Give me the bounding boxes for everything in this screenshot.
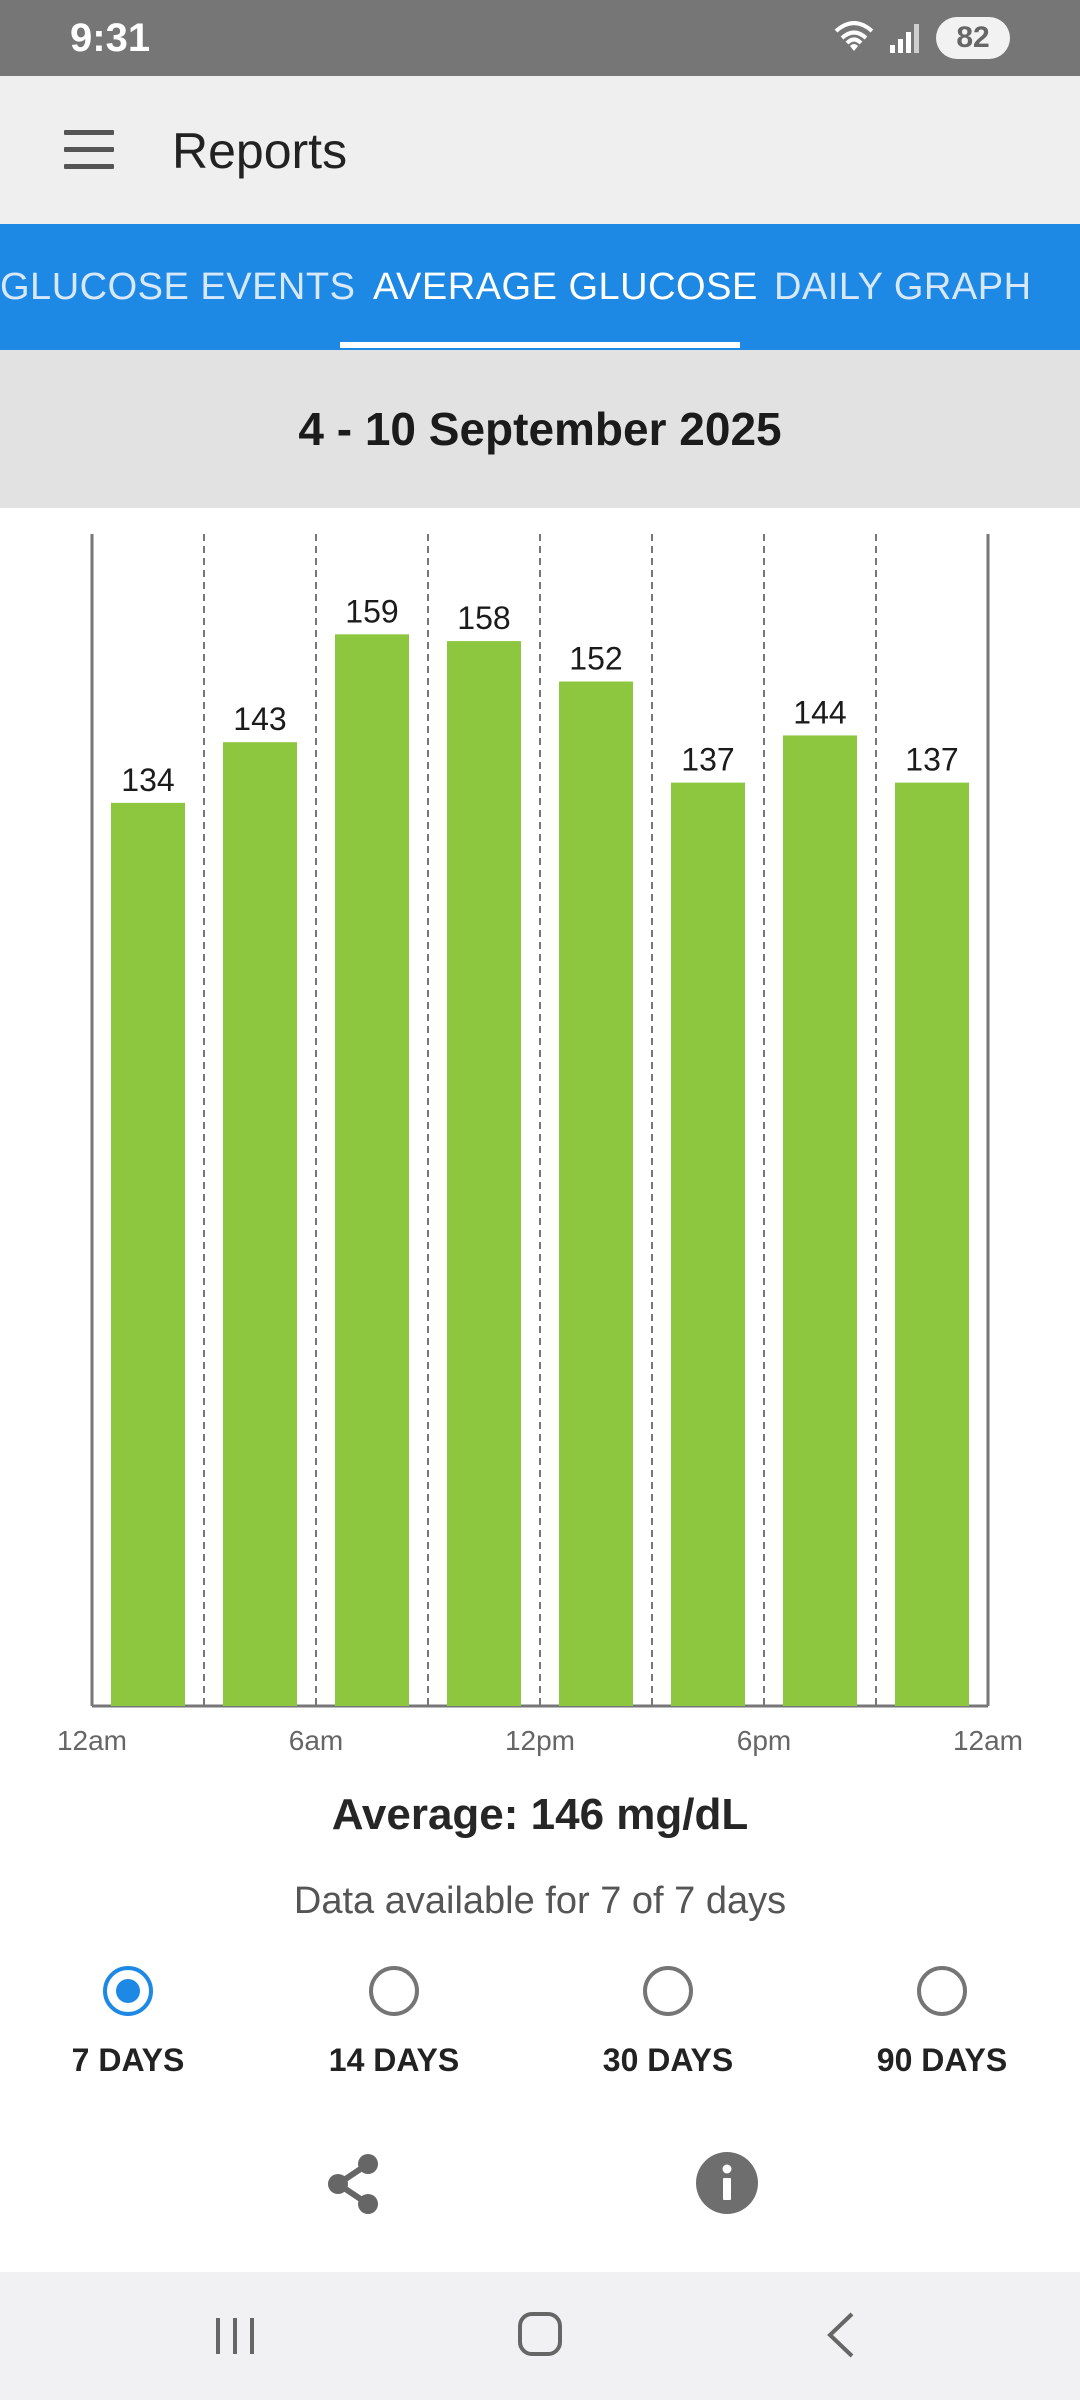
data-availability: Data available for 7 of 7 days (293, 1880, 787, 1922)
home-icon[interactable] (516, 2310, 564, 2358)
chart-bar-label: 134 (121, 762, 174, 798)
range-label-7-days: 7 DAYS (71, 2042, 185, 2078)
average-value: Average: 146 mg/dL (331, 1790, 749, 1839)
tab-daily-graph[interactable]: DAILY GRAPH (774, 266, 1032, 308)
share-icon[interactable] (322, 2152, 386, 2216)
status-bar: 9:31 82 (0, 0, 1080, 76)
menu-icon[interactable] (64, 130, 114, 170)
chart-bar-label: 143 (233, 701, 286, 737)
range-label-30-days: 30 DAYS (602, 2042, 734, 2078)
range-label-90-days: 90 DAYS (876, 2042, 1008, 2078)
status-time: 9:31 (70, 16, 151, 60)
range-option-14-days[interactable]: 14 DAYS (294, 1966, 494, 2079)
chart-bar (335, 634, 409, 1706)
range-label-14-days: 14 DAYS (328, 2042, 460, 2078)
range-option-30-days[interactable]: 30 DAYS (568, 1966, 768, 2079)
status-icons: 82 (834, 14, 1010, 62)
range-option-7-days[interactable]: 7 DAYS (28, 1966, 228, 2079)
chart-bar-label: 137 (681, 742, 734, 778)
radio-30-days[interactable] (643, 1966, 693, 2016)
tab-average-glucose[interactable]: AVERAGE GLUCOSE (373, 266, 758, 308)
recent-apps-icon[interactable] (210, 2312, 260, 2360)
system-nav-bar (0, 2272, 1080, 2400)
radio-7-days[interactable] (103, 1966, 153, 2016)
chart-bar (895, 782, 969, 1706)
info-icon[interactable] (696, 2152, 758, 2214)
radio-90-days[interactable] (917, 1966, 967, 2016)
page-title: Reports (172, 123, 348, 179)
chart-tick-label: 6am (289, 1725, 343, 1756)
signal-icon (890, 24, 919, 53)
chart-bar (223, 742, 297, 1706)
chart-bar (559, 681, 633, 1706)
tab-glucose-events[interactable]: GLUCOSE EVENTS (0, 266, 356, 308)
chart-bar-label: 152 (569, 641, 622, 677)
battery-indicator: 82 (936, 17, 1010, 59)
chart-tick-label: 12am (57, 1725, 127, 1756)
radio-14-days[interactable] (369, 1966, 419, 2016)
chart-bar-label: 159 (345, 593, 398, 629)
tab-bar: GLUCOSE EVENTS AVERAGE GLUCOSE DAILY GRA… (0, 224, 1080, 350)
app-bar: Reports (0, 76, 1080, 224)
average-glucose-chart: 134 143 159 158 152 137 144 137 12am 6am 12pm 6pm 12… (57, 534, 1023, 1756)
active-tab-indicator (340, 342, 740, 348)
back-icon[interactable] (822, 2310, 862, 2360)
chart-bar-label: 158 (457, 600, 510, 636)
chart-bar (671, 782, 745, 1706)
chart-tick-label: 12pm (505, 1725, 575, 1756)
chart-tick-label: 12am (953, 1725, 1023, 1756)
chart-tick-label: 6pm (737, 1725, 791, 1756)
range-option-90-days[interactable]: 90 DAYS (842, 1966, 1042, 2079)
chart-bar (447, 641, 521, 1706)
wifi-icon (834, 21, 874, 51)
chart-bar (111, 802, 185, 1706)
chart-bar-label: 137 (905, 742, 958, 778)
date-range-header: 4 - 10 September 2025 (0, 350, 1080, 508)
chart-bar (783, 735, 857, 1706)
chart-bar-label: 144 (793, 694, 846, 730)
